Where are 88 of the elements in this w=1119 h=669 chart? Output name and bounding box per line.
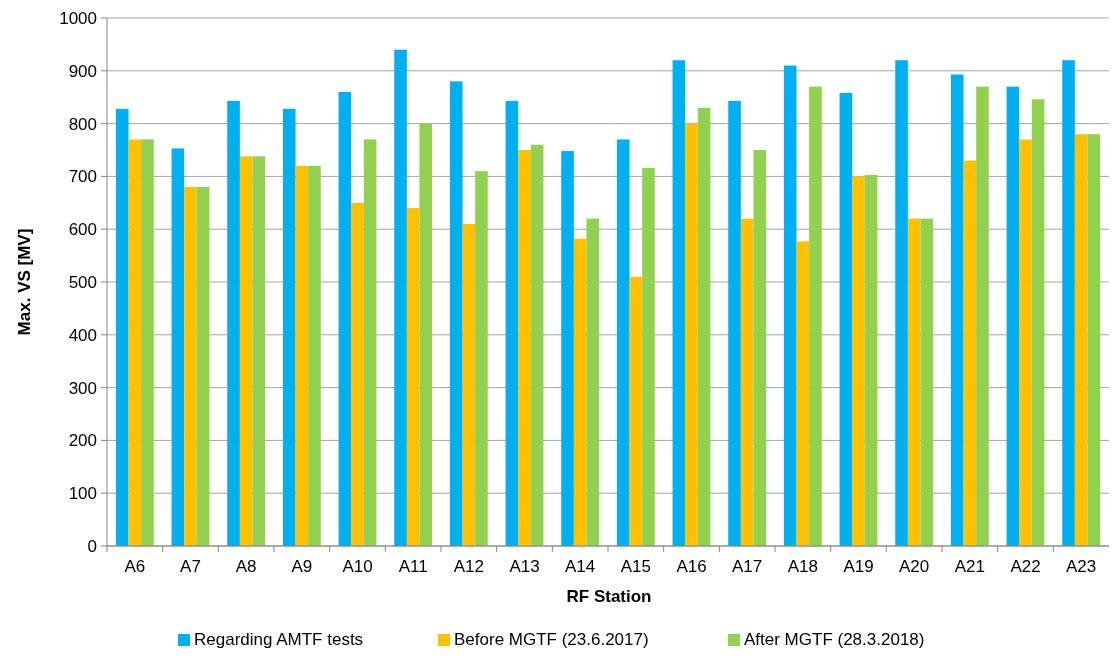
- bar: [685, 123, 698, 546]
- x-tick-label: A6: [124, 557, 146, 576]
- x-tick-label: A13: [509, 557, 540, 576]
- bar: [642, 167, 655, 546]
- bar: [351, 202, 364, 546]
- y-tick-label: 700: [68, 167, 97, 187]
- y-tick-label: 600: [68, 220, 97, 240]
- y-tick-label: 100: [68, 484, 97, 504]
- x-tick-label: A8: [235, 557, 257, 576]
- bar: [796, 241, 810, 546]
- y-tick-label: 800: [68, 114, 97, 134]
- bar: [920, 218, 934, 546]
- bar: [1062, 60, 1075, 546]
- y-axis-title: Max. VS [MV]: [15, 228, 34, 336]
- y-tick-label: 500: [68, 272, 97, 292]
- x-tick-label: A18: [787, 557, 818, 576]
- bar: [728, 100, 741, 546]
- bar: [1006, 86, 1020, 546]
- bar: [561, 151, 574, 546]
- bar: [963, 160, 977, 546]
- x-tick-label: A22: [1010, 557, 1041, 576]
- x-axis-title: RF Station: [566, 587, 652, 606]
- bar: [363, 139, 377, 546]
- bar: [907, 218, 921, 546]
- bar: [1019, 139, 1032, 546]
- y-tick-label: 1000: [59, 8, 97, 28]
- bar: [753, 150, 767, 546]
- x-tick-label: A17: [732, 557, 763, 576]
- x-tick-label: A20: [899, 557, 930, 576]
- bar: [976, 86, 989, 546]
- legend-label: Before MGTF (23.6.2017): [454, 630, 649, 649]
- x-tick-label: A9: [291, 557, 313, 576]
- bar: [184, 186, 197, 546]
- x-tick-label: A14: [565, 557, 596, 576]
- bar: [586, 218, 600, 546]
- legend-label: After MGTF (28.3.2018): [744, 630, 925, 649]
- bar: [518, 150, 531, 546]
- y-tick-label: 0: [87, 536, 97, 556]
- bar: [295, 165, 309, 546]
- bar: [338, 91, 352, 546]
- x-tick-label: A12: [453, 557, 484, 576]
- bar: [852, 176, 865, 546]
- y-tick-label: 200: [68, 431, 97, 451]
- bar: [252, 156, 266, 546]
- bar: [950, 74, 964, 546]
- bar: [697, 107, 711, 546]
- bar: [864, 174, 878, 546]
- bar: [573, 238, 587, 546]
- x-tick-label: A16: [676, 557, 707, 576]
- x-tick-label: A15: [620, 557, 651, 576]
- bar: [308, 165, 321, 546]
- bar: [629, 276, 643, 546]
- bar: [740, 218, 754, 546]
- y-tick-label: 300: [68, 378, 97, 398]
- bar: [394, 49, 407, 546]
- bar: [530, 144, 544, 546]
- bar: [783, 65, 797, 546]
- bar: [475, 171, 488, 546]
- bar: [171, 148, 185, 546]
- bar: [141, 139, 154, 546]
- x-tick-label: A21: [954, 557, 985, 576]
- legend-label: Regarding AMTF tests: [194, 630, 364, 649]
- bar: [282, 108, 296, 546]
- y-tick-label: 400: [68, 325, 97, 345]
- bar: [616, 139, 630, 546]
- bar: [895, 60, 908, 546]
- bar: [419, 123, 433, 546]
- x-tick-label: A23: [1066, 557, 1097, 576]
- bar: [1074, 134, 1088, 546]
- bar: [227, 100, 240, 546]
- x-tick-label: A7: [180, 557, 201, 576]
- bar: [505, 100, 519, 546]
- bar: [1031, 99, 1045, 546]
- x-tick-label: A11: [398, 557, 428, 576]
- bar: [406, 208, 420, 546]
- bar: [809, 86, 822, 546]
- bar: [128, 139, 142, 546]
- bar: [196, 186, 210, 546]
- x-tick-label: A10: [342, 557, 373, 576]
- y-tick-label: 900: [68, 61, 97, 81]
- bar: [449, 81, 463, 546]
- x-tick-label: A19: [843, 557, 874, 576]
- bar: [239, 156, 253, 546]
- bar: [115, 108, 129, 546]
- bar: [1087, 134, 1101, 546]
- bar: [672, 60, 686, 546]
- bar: [462, 223, 476, 546]
- bar: [839, 92, 853, 546]
